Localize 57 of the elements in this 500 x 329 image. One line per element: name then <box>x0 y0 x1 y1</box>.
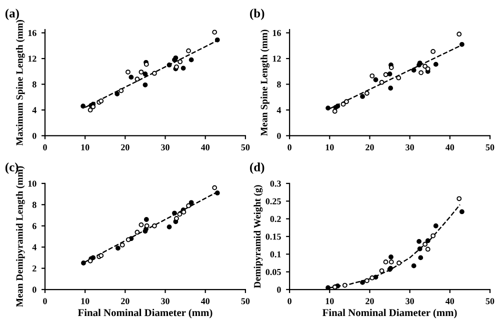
x-tick-label: 40 <box>446 144 454 150</box>
y-tick-label: 0.2 <box>270 216 281 222</box>
x-tick-label: 20 <box>366 144 374 150</box>
y-tick-label: 0.25 <box>266 198 281 204</box>
x-tick-label: 0 <box>43 144 47 150</box>
y-tick-label: 0.1 <box>270 251 281 258</box>
y-tick-label: 0 <box>32 286 36 293</box>
y-tick-label: 6 <box>32 223 36 230</box>
y-axis-title: Demipyramid Weight (g) <box>254 185 263 288</box>
x-tick-label: 50 <box>486 144 494 150</box>
y-tick-label: 0 <box>277 132 281 139</box>
x-tick-label: 40 <box>446 298 454 304</box>
y-axis-title: Maximum Spine Length (mm) <box>16 20 25 146</box>
x-tick-label: 40 <box>200 144 210 150</box>
chart-title: (d) <box>250 162 264 174</box>
x-tick-label: 40 <box>200 298 210 304</box>
chart-title: (a) <box>5 8 19 20</box>
y-tick-label: 10 <box>28 180 36 187</box>
x-tick-label: 0 <box>288 144 292 150</box>
x-tick-label: 50 <box>241 298 250 304</box>
y-tick-label: 12 <box>272 56 281 62</box>
y-tick-label: 0 <box>277 286 281 293</box>
chart-title: (b) <box>250 8 264 20</box>
y-tick-label: 0 <box>32 132 36 139</box>
y-tick-label: 0.3 <box>270 180 281 187</box>
x-tick-label: 30 <box>406 144 414 150</box>
y-axis-title: Mean Spine Length (mm) <box>260 30 270 136</box>
y-tick-label: 0.15 <box>266 234 281 240</box>
x-tick-label: 0 <box>288 298 292 304</box>
chart-title: (c) <box>5 162 18 174</box>
y-tick-label: 16 <box>272 30 281 36</box>
y-tick-label: 8 <box>32 202 36 208</box>
y-tick-label: 4 <box>276 107 282 114</box>
x-tick-label: 30 <box>406 298 414 304</box>
y-tick-label: 12 <box>28 56 36 62</box>
x-tick-label: 20 <box>366 298 374 304</box>
x-tick-label: 20 <box>121 298 130 304</box>
x-tick-label: 10 <box>81 144 90 150</box>
y-tick-label: 8 <box>277 81 281 88</box>
x-tick-label: 10 <box>326 298 334 304</box>
x-axis-title: Final Nominal Diameter (mm) <box>322 308 457 318</box>
y-tick-label: 8 <box>32 81 36 88</box>
x-tick-label: 50 <box>486 298 494 304</box>
y-tick-label: 16 <box>28 30 36 36</box>
x-tick-label: 20 <box>121 144 130 150</box>
x-axis-title: Final Nominal Diameter (mm) <box>78 308 212 318</box>
x-tick-label: 30 <box>161 298 170 304</box>
y-axis-title: Mean Demipyramid Length (mm) <box>16 166 25 307</box>
x-tick-label: 50 <box>241 144 250 150</box>
x-tick-label: 30 <box>161 144 170 150</box>
y-tick-label: 0.05 <box>266 268 281 276</box>
y-tick-label: 4 <box>32 244 36 250</box>
x-tick-label: 0 <box>43 298 47 304</box>
y-tick-label: 2 <box>32 265 36 272</box>
x-tick-label: 10 <box>326 144 334 150</box>
y-tick-label: 4 <box>32 107 36 114</box>
x-tick-label: 10 <box>81 298 90 304</box>
